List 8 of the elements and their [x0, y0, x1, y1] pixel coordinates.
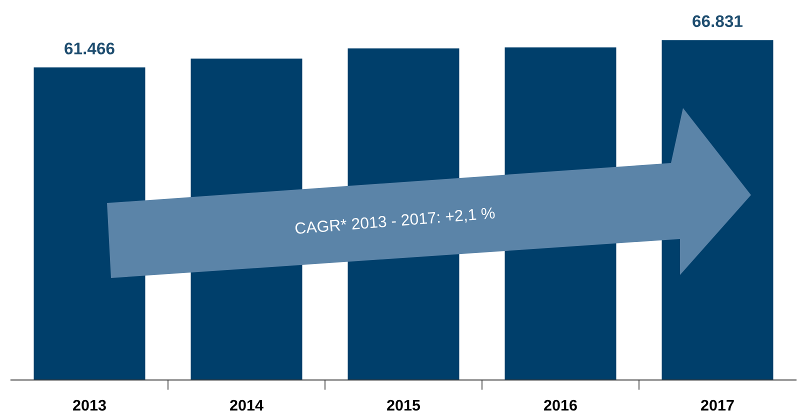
annotation: CAGR* 2013 - 2017: +2,1 %: [295, 207, 496, 236]
x-tick-label: 2013: [73, 400, 106, 411]
x-tick-label: 2015: [387, 400, 420, 411]
x-tick-label: 2016: [544, 400, 577, 411]
data-label: 66.831: [692, 15, 743, 28]
data-label: 61.466: [64, 42, 114, 54]
x-tick-label: 2017: [701, 400, 734, 411]
x-tick-label: 2014: [230, 400, 264, 411]
